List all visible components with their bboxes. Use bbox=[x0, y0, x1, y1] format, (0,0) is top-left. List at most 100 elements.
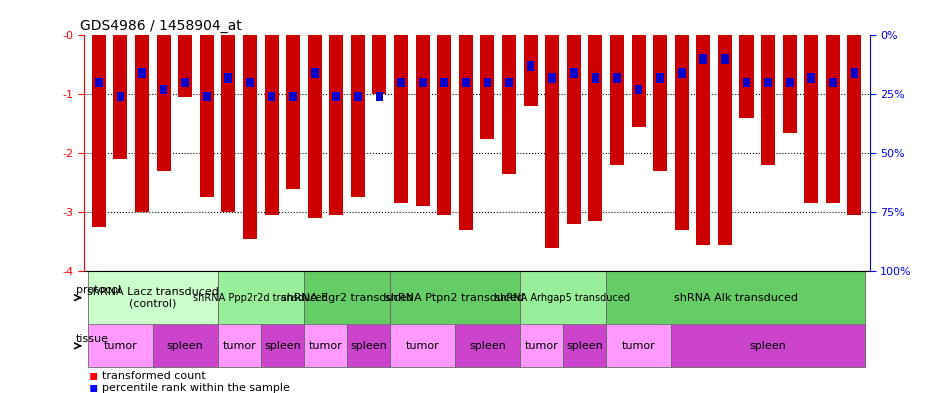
Bar bbox=[221, 35, 235, 212]
Bar bbox=[631, 35, 645, 127]
Bar bbox=[224, 73, 232, 83]
Text: shRNA Ppp2r2d transduced: shRNA Ppp2r2d transduced bbox=[193, 293, 328, 303]
Text: shRNA Alk transduced: shRNA Alk transduced bbox=[673, 293, 798, 303]
Text: spleen: spleen bbox=[264, 341, 300, 351]
Text: tumor: tumor bbox=[309, 341, 342, 351]
Bar bbox=[591, 73, 599, 83]
Bar bbox=[332, 92, 340, 101]
Bar bbox=[181, 78, 189, 87]
Bar bbox=[304, 324, 347, 367]
Bar bbox=[764, 78, 772, 87]
Bar bbox=[589, 35, 603, 221]
Bar bbox=[678, 68, 685, 78]
Bar bbox=[484, 78, 491, 87]
Bar bbox=[524, 35, 538, 106]
Bar bbox=[634, 85, 643, 94]
Bar bbox=[566, 35, 581, 224]
Bar bbox=[394, 35, 408, 204]
Bar bbox=[203, 92, 210, 101]
Bar bbox=[455, 324, 520, 367]
Bar bbox=[804, 35, 818, 204]
Text: shRNA Ptpn2 transduced: shRNA Ptpn2 transduced bbox=[385, 293, 525, 303]
Text: percentile rank within the sample: percentile rank within the sample bbox=[102, 383, 290, 393]
Bar bbox=[354, 92, 362, 101]
Bar bbox=[397, 78, 405, 87]
Bar bbox=[391, 271, 520, 324]
Bar bbox=[92, 35, 106, 227]
Text: tumor: tumor bbox=[103, 341, 138, 351]
Bar bbox=[520, 324, 563, 367]
Text: spleen: spleen bbox=[750, 341, 787, 351]
Bar bbox=[783, 35, 797, 132]
Text: ▪: ▪ bbox=[88, 368, 98, 382]
Bar bbox=[851, 68, 858, 78]
Bar bbox=[88, 271, 218, 324]
Bar bbox=[246, 78, 254, 87]
Bar bbox=[526, 61, 535, 71]
Bar bbox=[674, 35, 689, 230]
Text: transformed count: transformed count bbox=[102, 371, 206, 381]
Bar bbox=[545, 35, 559, 248]
Text: shRNA Egr2 transduced: shRNA Egr2 transduced bbox=[281, 293, 414, 303]
Text: shRNA Lacz transduced
(control): shRNA Lacz transduced (control) bbox=[86, 287, 219, 309]
Bar bbox=[606, 271, 865, 324]
Bar bbox=[657, 73, 664, 83]
Text: tumor: tumor bbox=[222, 341, 256, 351]
Bar bbox=[699, 54, 707, 64]
Bar bbox=[743, 78, 751, 87]
Bar bbox=[606, 324, 671, 367]
Bar bbox=[721, 54, 729, 64]
Bar bbox=[481, 35, 495, 138]
Bar bbox=[376, 92, 383, 101]
Bar bbox=[289, 92, 297, 101]
Bar bbox=[153, 324, 218, 367]
Bar bbox=[847, 35, 861, 215]
Bar bbox=[610, 35, 624, 165]
Text: shRNA Arhgap5 transduced: shRNA Arhgap5 transduced bbox=[496, 293, 631, 303]
Text: tumor: tumor bbox=[405, 341, 440, 351]
Bar bbox=[243, 35, 257, 239]
Text: spleen: spleen bbox=[469, 341, 506, 351]
Bar bbox=[179, 35, 193, 97]
Bar bbox=[549, 73, 556, 83]
Bar bbox=[260, 324, 304, 367]
Bar bbox=[329, 35, 343, 215]
Bar bbox=[139, 68, 146, 78]
Bar bbox=[563, 324, 606, 367]
Text: spleen: spleen bbox=[351, 341, 387, 351]
Bar bbox=[520, 271, 606, 324]
Bar bbox=[304, 271, 391, 324]
Text: protocol: protocol bbox=[76, 285, 122, 295]
Bar bbox=[264, 35, 279, 215]
Bar bbox=[160, 85, 167, 94]
Bar bbox=[786, 78, 793, 87]
Bar bbox=[437, 35, 451, 215]
Bar bbox=[826, 35, 840, 204]
Bar bbox=[613, 73, 621, 83]
Text: ▪: ▪ bbox=[88, 380, 98, 393]
Bar bbox=[739, 35, 753, 118]
Text: spleen: spleen bbox=[566, 341, 603, 351]
Bar bbox=[829, 78, 837, 87]
Bar bbox=[807, 73, 815, 83]
Bar bbox=[113, 35, 127, 159]
Text: spleen: spleen bbox=[166, 341, 204, 351]
Bar bbox=[697, 35, 711, 244]
Bar bbox=[391, 324, 455, 367]
Bar bbox=[570, 68, 578, 78]
Bar bbox=[502, 35, 516, 174]
Bar bbox=[671, 324, 865, 367]
Bar bbox=[372, 35, 387, 94]
Bar bbox=[218, 271, 304, 324]
Bar bbox=[418, 78, 427, 87]
Bar bbox=[116, 92, 125, 101]
Bar bbox=[441, 78, 448, 87]
Bar bbox=[218, 324, 260, 367]
Bar bbox=[347, 324, 391, 367]
Bar bbox=[308, 35, 322, 218]
Bar bbox=[761, 35, 775, 165]
Bar bbox=[286, 35, 300, 189]
Text: GDS4986 / 1458904_at: GDS4986 / 1458904_at bbox=[80, 19, 242, 33]
Bar bbox=[200, 35, 214, 197]
Bar bbox=[653, 35, 667, 171]
